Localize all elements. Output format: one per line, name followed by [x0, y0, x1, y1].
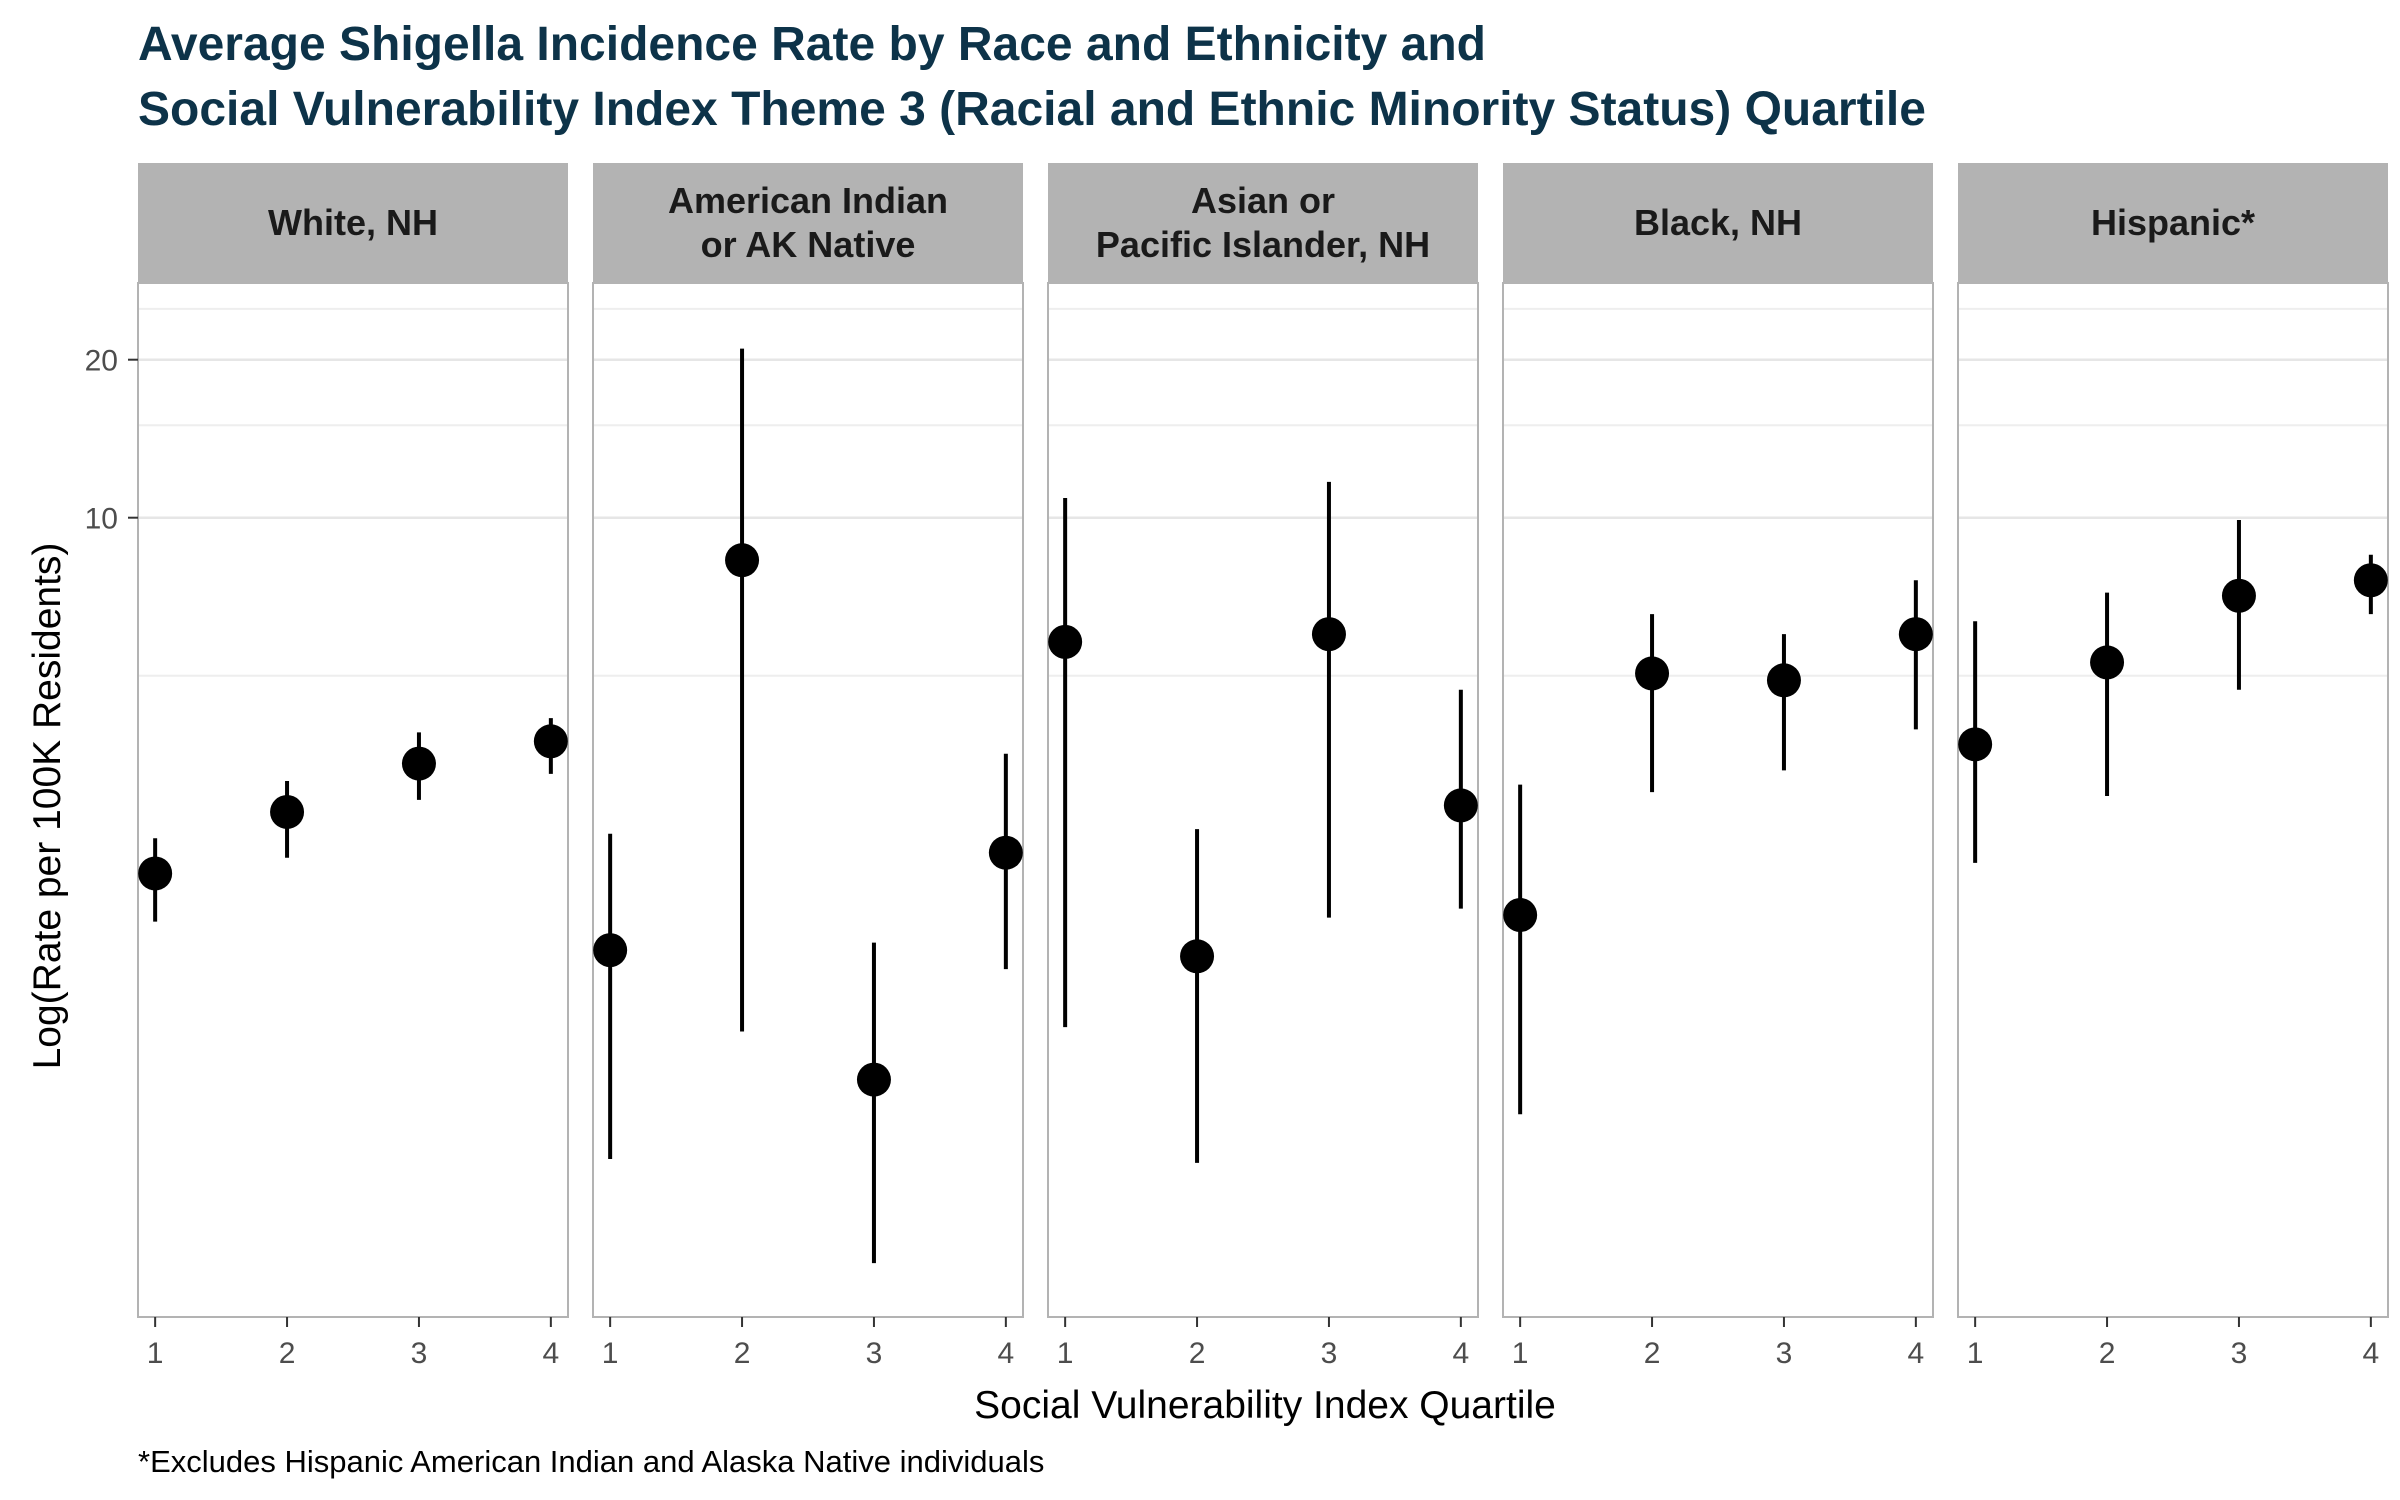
facet-strip-bg [1503, 163, 1933, 283]
x-tick-label: 3 [1321, 1337, 1338, 1370]
data-point [988, 835, 1023, 870]
x-tick-label: 3 [1776, 1337, 1793, 1370]
facet-strip-bg [593, 163, 1023, 283]
x-axis-title: Social Vulnerability Index Quartile [974, 1384, 1556, 1427]
chart-title-line-1: Average Shigella Incidence Rate by Race … [138, 18, 1486, 71]
x-tick-label: 4 [1453, 1337, 1470, 1370]
data-point [1766, 663, 1801, 698]
y-axis: 10 20 [85, 345, 138, 536]
panel-border [1047, 282, 1479, 1318]
panel-border [1957, 282, 2389, 1318]
data-point [1635, 656, 1670, 691]
data-point [593, 933, 628, 968]
facet-panel-1: White, NH 1 2 3 4 [137, 163, 569, 1370]
x-tick-label: 2 [279, 1337, 296, 1370]
data-point [2221, 578, 2256, 613]
facet-strip-bg [1048, 163, 1478, 283]
x-tick-label: 1 [1512, 1337, 1529, 1370]
data-point [138, 856, 173, 891]
data-point [1443, 788, 1478, 823]
x-tick-label: 1 [602, 1337, 619, 1370]
facet-strip-label: Black, NH [1634, 202, 1802, 243]
data-point [533, 724, 568, 759]
x-tick-label: 1 [1057, 1337, 1074, 1370]
x-tick-label: 4 [2363, 1337, 2380, 1370]
facet-strip-bg [1958, 163, 2388, 283]
data-point [2353, 563, 2388, 598]
data-point [1958, 727, 1993, 762]
data-point [856, 1062, 891, 1097]
x-tick-label: 1 [147, 1337, 164, 1370]
data-point [270, 794, 305, 829]
y-axis-title: Log(Rate per 100K Residents) [26, 543, 69, 1070]
data-point [401, 746, 436, 781]
panel-border [137, 282, 569, 1318]
x-tick-label: 2 [2099, 1337, 2116, 1370]
facet-strip-bg [138, 163, 568, 283]
data-point [1898, 617, 1933, 652]
facet-panel-4: Black, NH 1 2 3 4 [1502, 163, 1934, 1370]
data-point [1180, 939, 1215, 974]
x-tick-label: 4 [543, 1337, 560, 1370]
footnote: *Excludes Hispanic American Indian and A… [138, 1444, 1044, 1479]
x-tick-label: 1 [1967, 1337, 1984, 1370]
facet-strip-label: Hispanic* [2091, 202, 2255, 243]
facet-strip-label: Pacific Islander, NH [1096, 224, 1430, 265]
x-tick-label: 4 [998, 1337, 1015, 1370]
facet-strip-label: Asian or [1191, 180, 1335, 221]
facet-strip-label: or AK Native [701, 224, 916, 265]
data-point [1311, 617, 1346, 652]
x-tick-label: 3 [411, 1337, 428, 1370]
y-tick-label: 10 [85, 503, 118, 536]
facet-strip-label: White, NH [268, 202, 438, 243]
x-tick-label: 3 [866, 1337, 883, 1370]
facet-panel-5: Hispanic* 1 2 3 4 [1957, 163, 2389, 1370]
panel-border [592, 282, 1024, 1318]
y-tick-label: 20 [85, 345, 118, 378]
data-point [1503, 897, 1538, 932]
x-tick-label: 2 [1189, 1337, 1206, 1370]
panel-border [1502, 282, 1934, 1318]
data-point [2090, 645, 2125, 680]
data-point [725, 543, 760, 578]
x-tick-label: 3 [2231, 1337, 2248, 1370]
x-tick-label: 2 [1644, 1337, 1661, 1370]
facet-strip-label: American Indian [668, 180, 948, 221]
chart-title-line-2: Social Vulnerability Index Theme 3 (Raci… [138, 83, 1926, 136]
x-tick-label: 4 [1908, 1337, 1925, 1370]
data-point [1048, 624, 1083, 659]
x-tick-label: 2 [734, 1337, 751, 1370]
